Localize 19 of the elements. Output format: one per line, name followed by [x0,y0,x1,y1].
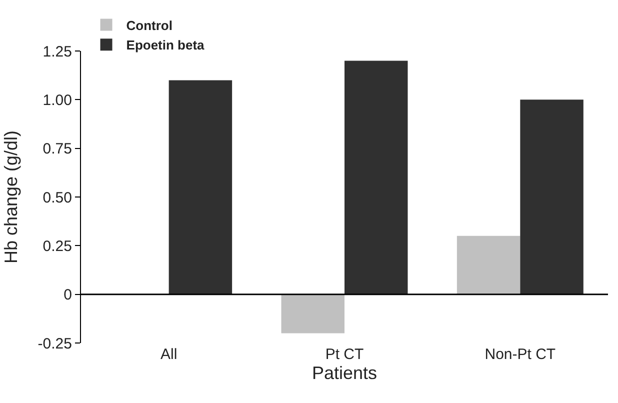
y-tick-label: 0.25 [42,238,72,255]
bar [520,100,584,294]
y-tick-label: 1.25 [42,43,72,60]
x-tick-label: Pt CT [325,346,364,363]
x-tick-label: All [160,346,178,363]
bar [168,80,232,294]
bar [281,294,344,334]
y-tick-label: 0.75 [42,140,72,158]
legend-label: Epoetin beta [126,38,206,53]
y-tick-label: -0.25 [38,335,72,352]
bar [344,60,408,294]
legend-label: Control [126,18,172,33]
bar [456,236,520,294]
y-tick-label: 0 [64,286,72,304]
y-axis-title: Hb change (g/dl) [0,130,21,264]
y-tick-label: 0.50 [42,189,72,206]
x-tick-label: Non-Pt CT [484,346,556,363]
x-axis-title: Patients [312,363,378,383]
y-tick-label: 1.00 [42,92,72,109]
